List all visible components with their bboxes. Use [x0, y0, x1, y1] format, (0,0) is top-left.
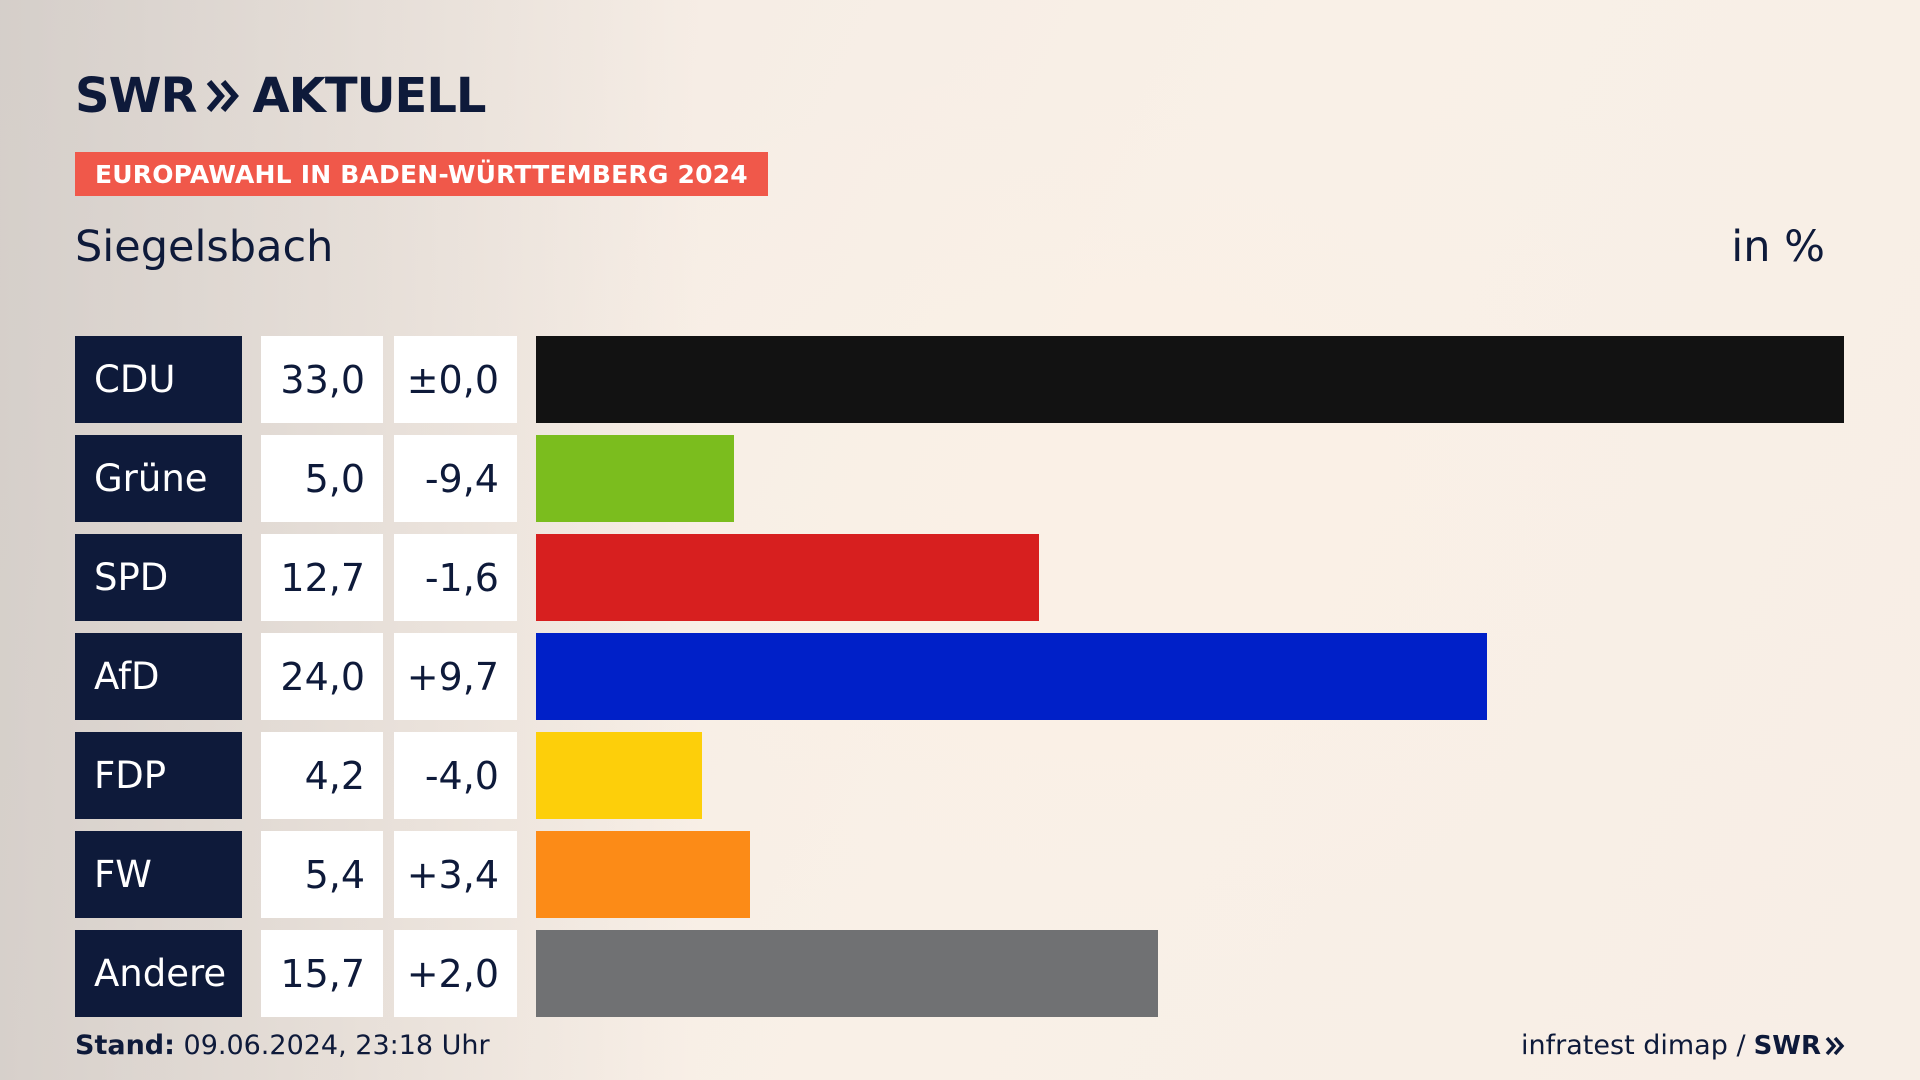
value-label: 33,0	[261, 336, 383, 423]
change-label: -1,6	[394, 534, 517, 621]
double-chevron-icon	[206, 79, 242, 113]
source-credit: infratest dimap / SWR	[1521, 1030, 1845, 1061]
change-label: +9,7	[394, 633, 517, 720]
bar	[536, 336, 1844, 423]
unit-label: in %	[1731, 222, 1825, 272]
stand-value: 09.06.2024, 23:18 Uhr	[183, 1030, 490, 1061]
change-label: -9,4	[394, 435, 517, 522]
location-title: Siegelsbach	[75, 222, 334, 272]
bar	[536, 435, 734, 522]
change-label: +3,4	[394, 831, 517, 918]
party-label: SPD	[75, 534, 242, 621]
bar	[536, 633, 1487, 720]
change-label: ±0,0	[394, 336, 517, 423]
stand-label: Stand:	[75, 1030, 175, 1061]
swr-aktuell-logo: SWR AKTUELL	[75, 68, 487, 124]
bar	[536, 930, 1158, 1017]
party-label: AfD	[75, 633, 242, 720]
party-label: Andere	[75, 930, 242, 1017]
timestamp: Stand: 09.06.2024, 23:18 Uhr	[75, 1030, 490, 1061]
party-label: FDP	[75, 732, 242, 819]
election-badge: EUROPAWAHL IN BADEN-WÜRTTEMBERG 2024	[75, 152, 768, 196]
bar	[536, 534, 1039, 621]
party-label: CDU	[75, 336, 242, 423]
bar	[536, 732, 702, 819]
value-label: 4,2	[261, 732, 383, 819]
bar	[536, 831, 750, 918]
double-chevron-small-icon	[1825, 1036, 1845, 1055]
swr-small-logo: SWR	[1754, 1031, 1845, 1061]
value-label: 15,7	[261, 930, 383, 1017]
value-label: 5,0	[261, 435, 383, 522]
logo-text: SWR	[75, 68, 197, 124]
party-label: Grüne	[75, 435, 242, 522]
logo-suffix: AKTUELL	[252, 68, 486, 124]
change-label: +2,0	[394, 930, 517, 1017]
value-label: 5,4	[261, 831, 383, 918]
party-label: FW	[75, 831, 242, 918]
swr-small-logo-text: SWR	[1753, 1030, 1821, 1061]
change-label: -4,0	[394, 732, 517, 819]
value-label: 12,7	[261, 534, 383, 621]
source-text: infratest dimap /	[1521, 1030, 1746, 1061]
value-label: 24,0	[261, 633, 383, 720]
